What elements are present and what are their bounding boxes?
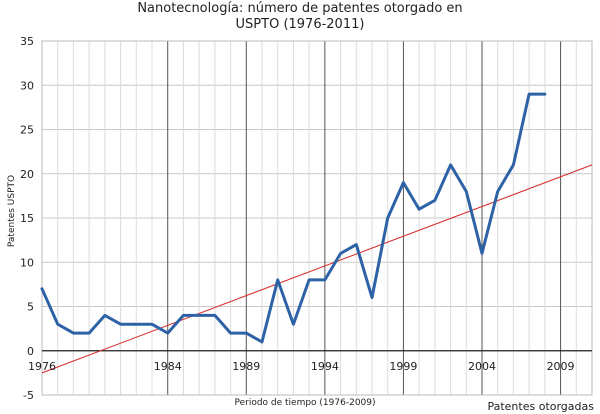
- y-tick-label: 30: [20, 79, 34, 92]
- data-point: [292, 323, 295, 326]
- trendline-layer: [41, 164, 593, 374]
- data-point: [166, 332, 169, 334]
- data-point: [198, 314, 200, 317]
- data-point: [465, 190, 468, 193]
- data-point: [371, 296, 373, 299]
- data-point: [324, 279, 326, 281]
- data-point: [56, 323, 59, 326]
- y-tick-label: 25: [20, 124, 34, 137]
- data-point: [41, 288, 43, 290]
- x-tick-label: 2009: [547, 360, 575, 373]
- y-tick-label: 0: [27, 345, 34, 358]
- series-layer: [40, 92, 547, 344]
- x-tick-label: 1984: [154, 360, 182, 373]
- x-tick-label: 2004: [468, 360, 496, 373]
- data-point: [151, 323, 153, 326]
- data-point: [402, 181, 405, 184]
- x-tick-label: 1994: [311, 360, 339, 373]
- data-point: [229, 332, 232, 334]
- data-point: [481, 252, 483, 255]
- x-tick-label: 1976: [28, 360, 56, 373]
- y-tick-label: 5: [27, 301, 34, 314]
- data-point: [528, 93, 530, 95]
- data-point: [496, 190, 499, 193]
- data-point: [418, 208, 420, 210]
- legend-label: Patentes otorgadas: [487, 400, 594, 413]
- data-point: [72, 332, 75, 334]
- data-point: [544, 93, 546, 95]
- data-point: [308, 279, 310, 281]
- data-point: [355, 243, 358, 246]
- y-tick-label: 35: [20, 35, 34, 48]
- plot-border: [41, 40, 593, 396]
- data-point: [449, 164, 452, 166]
- chart-title-line-1: Nanotecnología: número de patentes otorg…: [137, 1, 463, 16]
- data-point: [276, 279, 279, 281]
- x-axis-label: Periodo de tiempo (1976-2009): [234, 398, 376, 408]
- data-point: [214, 314, 216, 317]
- axes: [41, 40, 593, 396]
- y-tick-label: 15: [20, 212, 34, 225]
- y-tick-label: 20: [20, 168, 34, 181]
- chart-title-line-2: USPTO (1976-2011): [235, 17, 365, 32]
- x-tick-label: 1989: [232, 360, 260, 373]
- data-point: [434, 199, 436, 202]
- data-point: [182, 314, 185, 317]
- data-point: [512, 164, 515, 166]
- data-point: [135, 323, 138, 326]
- trendline: [41, 164, 593, 374]
- x-tick-label: 1999: [389, 360, 417, 373]
- y-tick-label: 10: [20, 256, 34, 269]
- y-tick-label: -5: [23, 389, 34, 402]
- data-point: [119, 323, 122, 326]
- data-point: [386, 217, 389, 219]
- data-point: [339, 252, 342, 255]
- y-axis-label: Patentes USPTO: [7, 174, 17, 248]
- data-point: [261, 341, 263, 343]
- data-point: [88, 332, 90, 334]
- data-point: [245, 332, 248, 334]
- data-point: [104, 314, 106, 317]
- tick-labels: -5 0 5 10 15 20 25 30 35 1976 1984 1989 1994 1999 2004…: [20, 35, 575, 402]
